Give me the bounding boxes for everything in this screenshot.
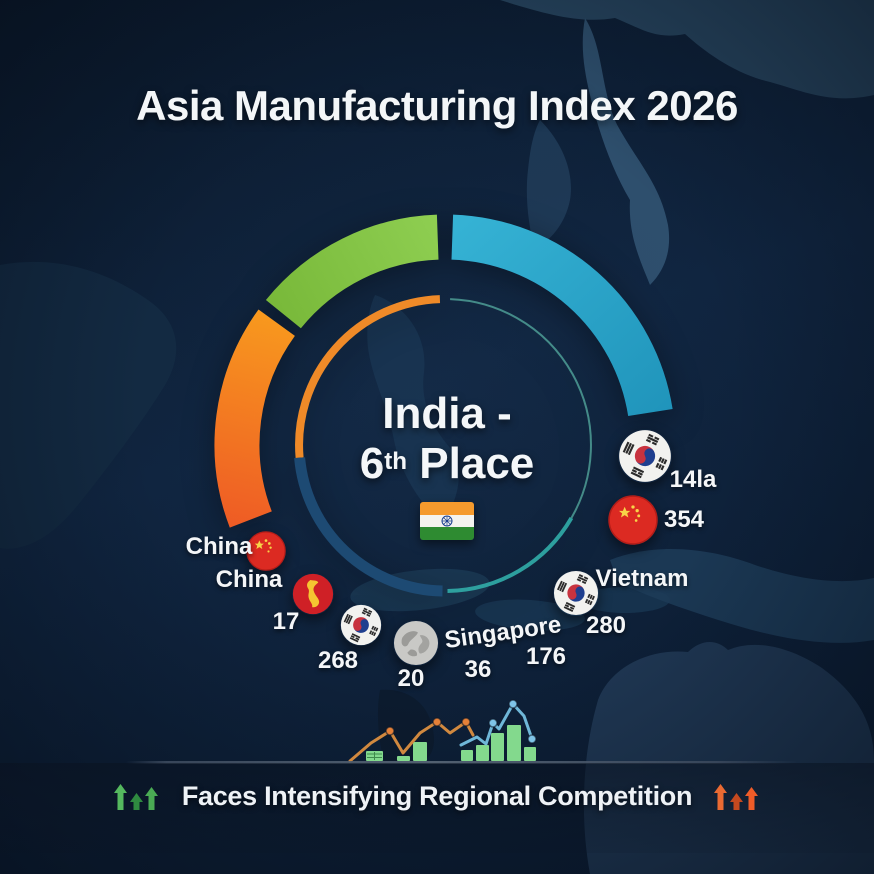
bottom-banner: Faces Intensifying Regional Competition [0, 778, 874, 814]
value-label: 280 [585, 612, 627, 639]
value-label: 36 [464, 656, 492, 683]
value-label: 14la [669, 466, 717, 493]
divider-line [126, 761, 798, 764]
india-flag-icon [420, 502, 474, 540]
country-label: Vietnam [595, 565, 689, 592]
country-label: China [215, 566, 283, 593]
value-label: 268 [317, 647, 359, 674]
center-label: India - 6th Place [237, 392, 657, 540]
center-rank-text: 6th Place [359, 439, 535, 488]
value-label: 20 [397, 665, 425, 692]
ashoka-chakra-icon [441, 515, 453, 527]
banner-text: Faces Intensifying Regional Competition [181, 780, 693, 811]
value-label: 354 [663, 506, 705, 533]
value-label: 17 [272, 608, 300, 635]
up-arrows-orange-icon [714, 784, 759, 810]
center-country-text: India - [382, 389, 512, 438]
page-title: Asia Manufacturing Index 2026 [136, 82, 738, 129]
value-label: 176 [525, 643, 567, 670]
up-arrows-green-icon [113, 784, 158, 810]
country-label: China [185, 533, 253, 560]
